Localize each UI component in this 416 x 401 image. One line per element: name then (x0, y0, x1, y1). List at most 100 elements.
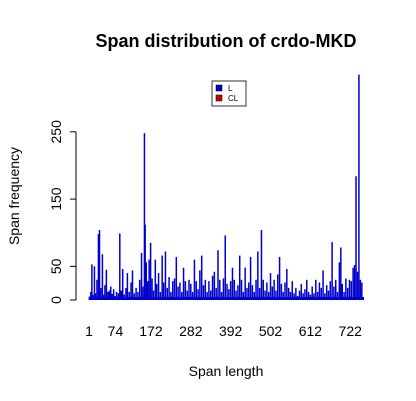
bar-l (146, 281, 149, 300)
bar-l (215, 287, 217, 300)
bar-l (117, 293, 120, 300)
bar-l (346, 287, 349, 300)
bar-l (340, 247, 342, 300)
bar-l (200, 255, 203, 300)
bar-l (338, 262, 341, 300)
bar-l (199, 270, 201, 300)
bar-l (304, 289, 306, 300)
legend-swatch-cl (215, 94, 223, 102)
bar-l (356, 271, 359, 300)
bar-l (125, 287, 127, 300)
legend-label-cl: CL (228, 94, 239, 103)
bar-l (277, 274, 279, 300)
bar-l (275, 290, 277, 300)
bar-l (228, 289, 230, 300)
bar-l (98, 230, 101, 300)
bar-l (108, 290, 111, 300)
legend: LCL (211, 80, 247, 107)
bar-l (206, 291, 208, 300)
bar-l (145, 262, 147, 300)
bar-l (240, 279, 243, 300)
bar-l (97, 234, 100, 300)
x-tick-label: 392 (219, 323, 243, 339)
bar-l (156, 283, 158, 300)
bar-l (157, 273, 160, 300)
bar-l (257, 251, 259, 300)
bar-l (284, 282, 286, 300)
bar-l (148, 259, 150, 300)
bar-l (315, 279, 317, 300)
bar-l (149, 242, 152, 300)
bar-l (325, 285, 328, 300)
x-tick-label: 722 (339, 323, 363, 339)
y-axis: 0 50 150 250 (48, 120, 77, 304)
bar-l (184, 281, 187, 300)
bar-l (142, 286, 144, 300)
y-tick-label: 250 (48, 120, 64, 144)
bar-l (311, 286, 313, 300)
bar-l (269, 273, 272, 300)
chart-title: Span distribution of crdo-MKD (96, 31, 357, 51)
bar-l (341, 283, 344, 300)
bar-l (331, 242, 333, 300)
bar-l (233, 279, 236, 300)
bar-l (181, 291, 183, 300)
bar-l (353, 265, 356, 300)
bar-l (267, 291, 270, 300)
bar-l (291, 281, 294, 300)
bar-l (307, 291, 310, 300)
x-tick-label: 282 (179, 323, 203, 339)
bar-l (242, 291, 245, 300)
bar-l (126, 273, 129, 300)
y-axis-label: Span frequency (6, 147, 22, 245)
bar-l (355, 176, 357, 300)
bar-l (273, 279, 275, 300)
bar-l (208, 281, 210, 300)
bar-l (324, 293, 326, 300)
bar-l (137, 291, 139, 300)
bar-l (120, 290, 122, 300)
bar-l (188, 279, 190, 300)
bar-l (96, 279, 98, 300)
bar-l (140, 252, 143, 300)
bar-l (258, 287, 261, 300)
bar-l (300, 283, 303, 300)
bar-l (166, 287, 169, 300)
bar-l (358, 74, 360, 301)
bar-l (138, 279, 141, 300)
bar-l (244, 267, 246, 300)
bar-l (130, 282, 132, 300)
bar-l (191, 291, 194, 300)
bar-l (246, 287, 248, 300)
bar-l (229, 281, 232, 300)
bar-l (264, 290, 266, 300)
bar-l (197, 289, 199, 300)
bar-l (186, 290, 188, 300)
bar-l (111, 293, 113, 300)
bar-l (320, 287, 322, 300)
bar-l (173, 278, 176, 300)
bar-l (94, 293, 97, 300)
bar-l (249, 256, 252, 300)
bar-l (115, 291, 118, 300)
bar-l (287, 287, 290, 300)
bar-l (144, 224, 146, 300)
bar-l (213, 271, 216, 300)
bar-l (220, 291, 223, 300)
bar-l (164, 251, 167, 300)
bar-l (190, 283, 192, 300)
x-axis: 1 74 172 282 392 502 612 722 (85, 323, 362, 339)
bar-l (91, 264, 93, 300)
bar-l (104, 285, 106, 300)
bar-l (322, 270, 324, 300)
bar-l (327, 290, 330, 300)
bar-l (260, 230, 263, 300)
bar-l (171, 281, 174, 300)
bar-l (217, 250, 219, 300)
bar-l (177, 286, 179, 300)
bar-l (121, 269, 124, 300)
bar-l (293, 293, 295, 300)
bar-l (211, 275, 214, 300)
